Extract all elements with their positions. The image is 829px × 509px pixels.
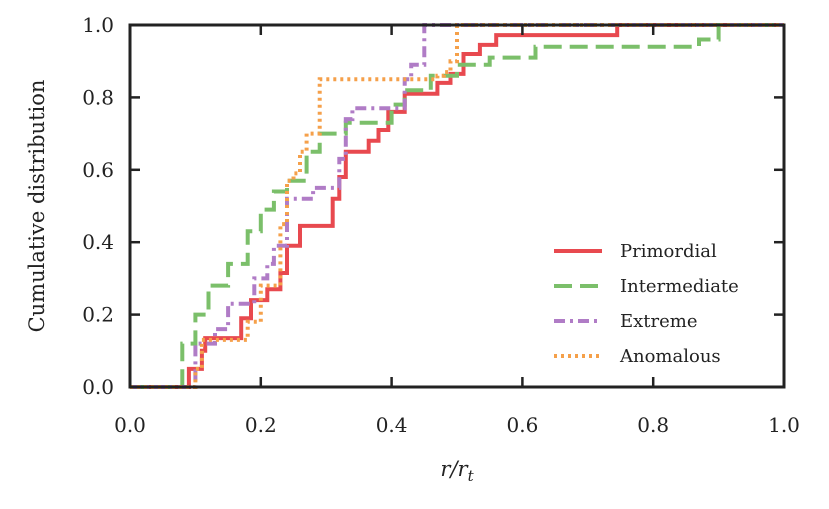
y-axis-label: Cumulative distribution: [25, 80, 49, 333]
ticks-layer: 0.0 0.2 0.4 0.6 0.8 1.0 0.0 0.2 0.4 0.6 0.8 1.0: [82, 13, 800, 437]
x-axis-label-main: r/r: [440, 457, 469, 481]
x-tick-label: 0.6: [506, 413, 538, 437]
x-tick-label: 0.8: [637, 413, 669, 437]
series-layer: [130, 23, 784, 389]
legend-label-primordial: Primordial: [620, 241, 717, 262]
legend-label-extreme: Extreme: [620, 311, 698, 332]
legend-label-anomalous: Anomalous: [619, 346, 721, 367]
legend: Primordial Intermediate Extreme Anomalous: [554, 241, 739, 367]
y-tick-label: 0.2: [82, 303, 114, 327]
y-tick-label: 0.6: [82, 158, 114, 182]
series-anomalous-line: [130, 23, 784, 389]
plot-frame: [128, 23, 786, 389]
y-tick-label: 1.0: [82, 13, 114, 37]
series-intermediate-line: [130, 23, 784, 389]
x-tick-label: 0.2: [245, 413, 277, 437]
y-tick-label: 0.4: [82, 230, 114, 254]
y-tick-label: 0.8: [82, 85, 114, 109]
legend-label-intermediate: Intermediate: [620, 276, 739, 297]
x-tick-label: 0.0: [114, 413, 146, 437]
y-tick-label: 0.0: [82, 375, 114, 399]
x-axis-label: r/rt: [440, 457, 474, 485]
x-tick-label: 1.0: [768, 413, 800, 437]
series-extreme-line: [130, 23, 784, 389]
x-tick-label: 0.4: [376, 413, 408, 437]
x-axis-label-sub: t: [468, 467, 475, 485]
series-primordial-line: [130, 23, 784, 389]
